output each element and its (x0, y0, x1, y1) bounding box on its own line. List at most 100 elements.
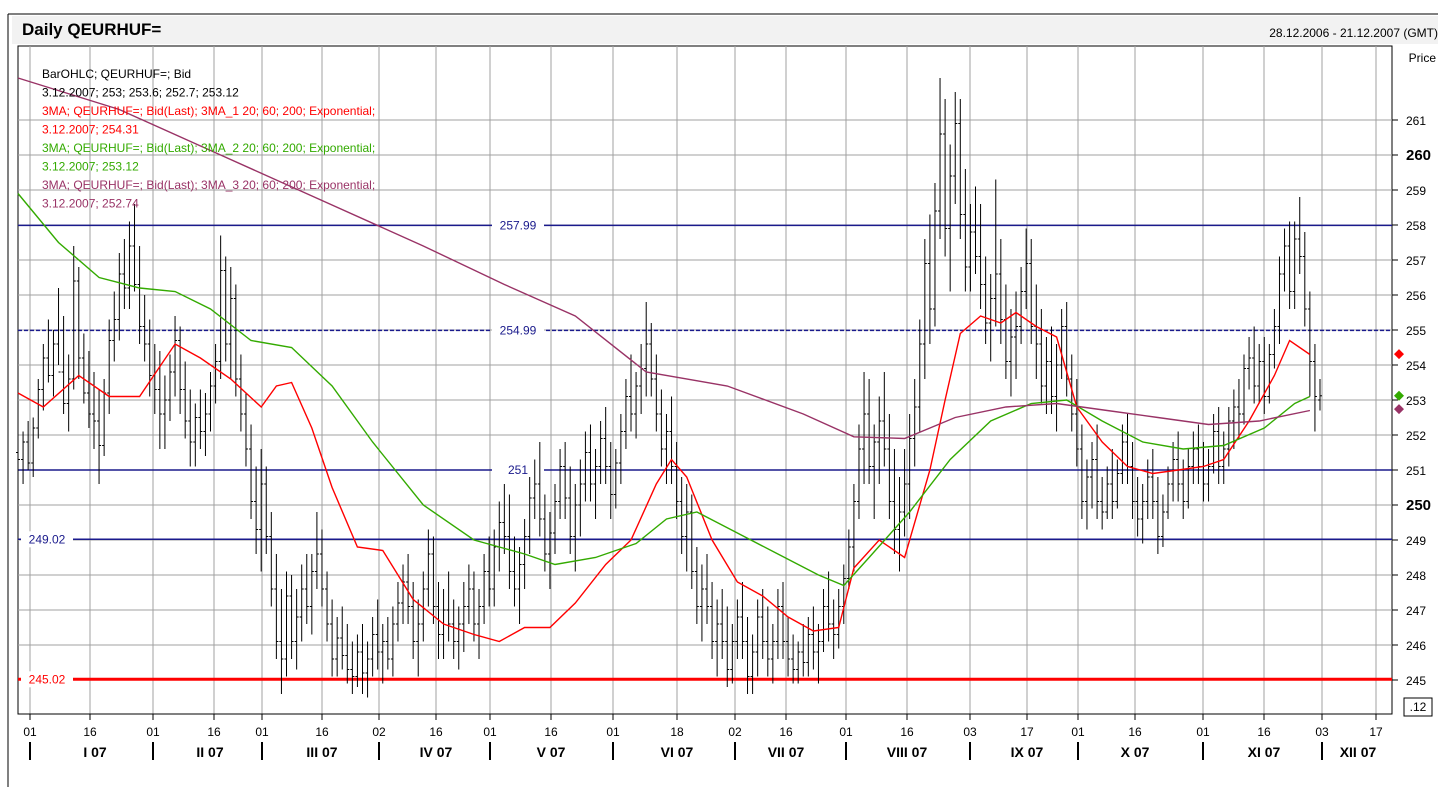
y-tick-label: 259 (1406, 184, 1426, 198)
x-day-label: 16 (429, 725, 443, 739)
ohlc-bar (958, 99, 963, 239)
ohlc-bar (173, 316, 178, 397)
y-tick-label: 255 (1406, 324, 1426, 338)
x-month-label: III 07 (306, 744, 337, 760)
ohlc-bar (431, 536, 436, 624)
ohlc-bar (1054, 344, 1059, 432)
ohlc-bar (1287, 221, 1292, 309)
ohlc-bar (380, 624, 385, 684)
ohlc-bar (715, 599, 720, 677)
ohlc-bar (167, 354, 172, 421)
x-day-label: 18 (670, 725, 684, 739)
x-month-label: V 07 (537, 744, 566, 760)
y-tick-label: 250 (1406, 497, 1431, 514)
ohlc-bar (1130, 442, 1135, 519)
ohlc-bar (284, 571, 289, 677)
ohlc-bar (801, 624, 806, 677)
ohlc-bar (598, 421, 603, 484)
ohlc-bar (912, 379, 917, 467)
ohlc-bar (117, 253, 122, 341)
x-day-label: 17 (1020, 725, 1034, 739)
ohlc-bar (674, 442, 679, 519)
ohlc-bar (446, 571, 451, 642)
ohlc-bar (791, 634, 796, 684)
ohlc-bar (289, 575, 294, 659)
ohlc-bar (542, 494, 547, 572)
ohlc-bar (613, 449, 618, 509)
ohlc-bar (775, 589, 780, 659)
ohlc-bar (1292, 221, 1297, 309)
ohlc-bar (91, 372, 96, 449)
ohlc-bar (1307, 291, 1312, 397)
ohlc-bar (902, 449, 907, 537)
x-day-label: 01 (1196, 725, 1210, 739)
ohlc-bar (588, 424, 593, 502)
legend: BarOHLC; QEURHUF=; Bid 3.12.2007; 253; 25… (42, 67, 375, 211)
x-month-label: VII 07 (768, 744, 805, 760)
ohlc-bar (243, 393, 248, 467)
ohlc-bar (948, 144, 953, 292)
ohlc-bar (1247, 337, 1252, 390)
x-day-label: 01 (483, 725, 497, 739)
ohlc-bar (198, 389, 203, 449)
y-tick-label: 245 (1406, 674, 1426, 688)
date-range: 28.12.2006 - 21.12.2007 (GMT) (1269, 26, 1438, 40)
ohlc-bar (132, 204, 137, 292)
ohlc-bar (411, 582, 416, 659)
ohlc-bar (1226, 407, 1231, 467)
ohlc-bar (644, 302, 649, 397)
ohlc-bar (786, 617, 791, 677)
ohlc-bar (684, 484, 689, 572)
ohlc-bar (162, 375, 167, 449)
last-value-marker (1394, 349, 1404, 360)
ohlc-bar (1160, 494, 1165, 547)
ohlc-bar (1059, 309, 1064, 379)
y-tick-label: 249 (1406, 534, 1426, 548)
y-tick-label: 254 (1406, 359, 1426, 373)
ohlc-bar (1008, 309, 1013, 397)
y-tick-label: 261 (1406, 114, 1426, 128)
axis-corner-box[interactable] (1403, 697, 1433, 717)
ohlc-bar (973, 186, 978, 274)
ohlc-bar (831, 599, 836, 659)
x-day-label: 01 (606, 725, 620, 739)
last-value-marker (1394, 390, 1404, 401)
ohlc-bar (659, 389, 664, 467)
x-day-label: 16 (544, 725, 558, 739)
ohlc-bar (1019, 267, 1024, 344)
ohlc-bar (1272, 309, 1277, 369)
ohlc-bar (618, 414, 623, 484)
ohlc-bar (1115, 459, 1120, 509)
ohlc-bar (345, 624, 350, 684)
level-label-bg (492, 462, 544, 478)
ohlc-bar (1049, 326, 1054, 414)
ohlc-bar (664, 414, 669, 484)
ohlc-bar (31, 417, 36, 477)
ohlc-bar (421, 571, 426, 642)
ohlc-bar (208, 372, 213, 432)
ohlc-bar (406, 554, 411, 624)
ohlc-bar (1145, 459, 1150, 519)
level-label: 249.02 (29, 532, 66, 546)
ohlc-bar (1074, 379, 1079, 467)
x-month-label: XII 07 (1340, 744, 1377, 760)
ohlc-bar (745, 617, 750, 694)
ohlc-bar (998, 239, 1003, 344)
ohlc-bar (304, 554, 309, 624)
ohlc-bar (122, 239, 127, 309)
legend-entry: 3.12.2007; 254.31 (42, 123, 139, 137)
ohlc-bar (765, 606, 770, 677)
ohlc-bar (654, 354, 659, 432)
ohlc-bar (299, 564, 304, 642)
x-day-label: 16 (83, 725, 97, 739)
ohlc-bar (730, 624, 735, 684)
ohlc-bar (1084, 459, 1089, 530)
x-month-label: I 07 (83, 744, 107, 760)
ma-line-ma2 (17, 193, 1311, 587)
ohlc-bar (487, 536, 492, 607)
ohlc-bar (1155, 477, 1160, 554)
ohlc-bar (932, 183, 937, 327)
x-month-label: X 07 (1121, 744, 1150, 760)
ohlc-bar (1267, 344, 1272, 404)
ohlc-bar (1105, 466, 1110, 519)
